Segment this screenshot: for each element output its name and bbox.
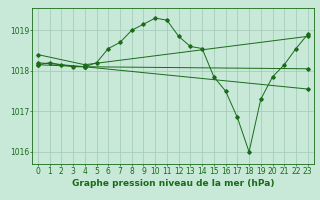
X-axis label: Graphe pression niveau de la mer (hPa): Graphe pression niveau de la mer (hPa) <box>72 179 274 188</box>
